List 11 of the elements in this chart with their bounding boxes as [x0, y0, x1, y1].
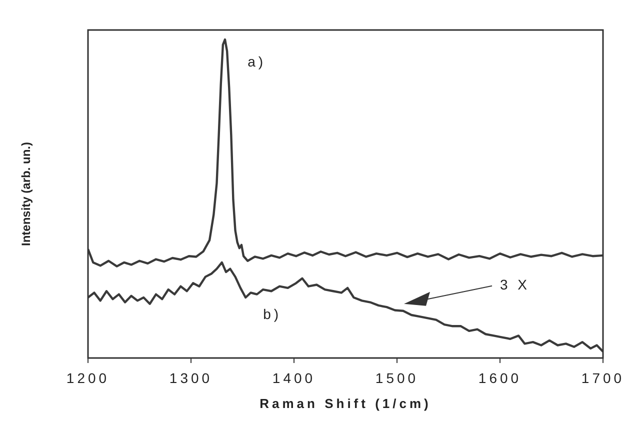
annotation: b) [263, 306, 282, 322]
annotation: a) [248, 54, 266, 70]
x-tick-label: 1700 [581, 370, 625, 386]
annotation: 3 X [500, 276, 530, 293]
x-tick-label: 1600 [478, 370, 522, 386]
x-tick-label: 1400 [272, 370, 316, 386]
y-axis-title: Intensity (arb. un.) [19, 142, 33, 246]
x-axis-title: Raman Shift (1/cm) [260, 396, 432, 411]
x-tick-label: 1500 [375, 370, 419, 386]
x-tick-label: 1300 [169, 370, 213, 386]
x-tick-label: 1200 [66, 370, 110, 386]
